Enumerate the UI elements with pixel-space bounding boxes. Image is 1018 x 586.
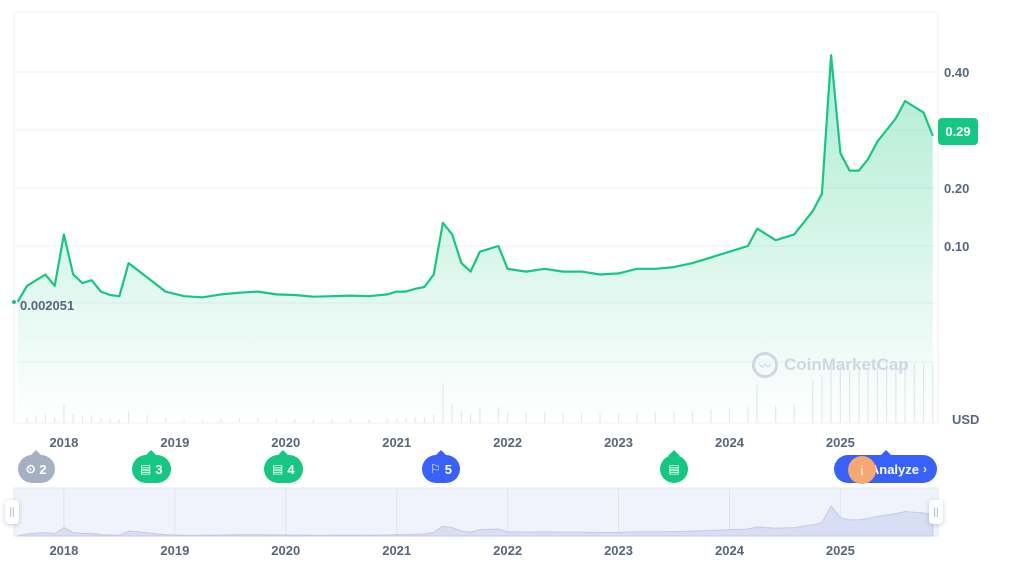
document-icon: ▤ — [272, 462, 284, 476]
price-area — [17, 55, 933, 423]
clock-icon: ⏲ — [26, 461, 36, 476]
marker-events-1[interactable]: ⏲ 2 — [18, 450, 55, 483]
nav-x-tick-label: 2022 — [493, 543, 522, 558]
start-price-label: 0.002051 — [20, 298, 74, 313]
nav-area — [17, 504, 934, 537]
watermark-text: CoinMarketCap — [784, 355, 909, 374]
marker-flag-2021[interactable]: ⚐ 5 — [422, 450, 460, 483]
y-tick-label: 0.10 — [944, 239, 969, 254]
x-tick-label: 2024 — [715, 435, 745, 450]
range-handle-left[interactable]: || — [5, 500, 19, 524]
marker-news-2019[interactable]: ▤ 3 — [132, 450, 171, 483]
volume-bar — [932, 363, 934, 423]
current-price-tag: 0.29 — [938, 118, 978, 145]
flag-icon: ⚐ — [430, 462, 441, 476]
marker-news-2023[interactable]: ▤ — [660, 450, 688, 483]
chevron-right-icon: › — [923, 462, 927, 476]
nav-x-tick-label: 2019 — [160, 543, 189, 558]
range-handle-right[interactable]: || — [929, 500, 943, 524]
watermark: 〰 CoinMarketCap — [752, 352, 909, 378]
start-dot — [12, 300, 16, 304]
y-tick-label: 0.40 — [944, 65, 969, 80]
nav-x-tick-label: 2023 — [604, 543, 633, 558]
x-tick-label: 2023 — [604, 435, 633, 450]
nav-x-tick-label: 2025 — [826, 543, 855, 558]
document-icon: ▤ — [668, 462, 680, 476]
nav-x-tick-label: 2018 — [49, 543, 78, 558]
x-tick-label: 2025 — [826, 435, 855, 450]
coinmarketcap-logo-icon: 〰 — [752, 352, 778, 378]
x-tick-label: 2020 — [271, 435, 300, 450]
nav-x-tick-label: 2021 — [382, 543, 411, 558]
nav-x-tick-label: 2020 — [271, 543, 300, 558]
info-icon[interactable]: i — [848, 456, 876, 484]
x-tick-label: 2022 — [493, 435, 522, 450]
currency-label: USD — [952, 412, 979, 427]
y-tick-label: 0.20 — [944, 181, 969, 196]
marker-news-2020[interactable]: ▤ 4 — [264, 450, 303, 483]
x-tick-label: 2021 — [382, 435, 411, 450]
document-icon: ▤ — [140, 462, 152, 476]
x-tick-label: 2018 — [49, 435, 78, 450]
nav-x-tick-label: 2024 — [715, 543, 745, 558]
price-line — [16, 54, 934, 303]
x-tick-label: 2019 — [160, 435, 189, 450]
